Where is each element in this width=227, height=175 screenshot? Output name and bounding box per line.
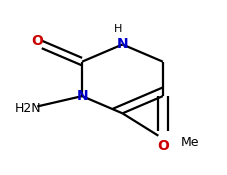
Text: Me: Me	[181, 136, 199, 149]
Text: O: O	[157, 139, 169, 153]
Text: O: O	[31, 34, 43, 48]
Text: N: N	[117, 37, 128, 51]
Text: H2N: H2N	[15, 102, 42, 115]
Text: H: H	[114, 24, 122, 34]
Text: N: N	[76, 89, 88, 103]
